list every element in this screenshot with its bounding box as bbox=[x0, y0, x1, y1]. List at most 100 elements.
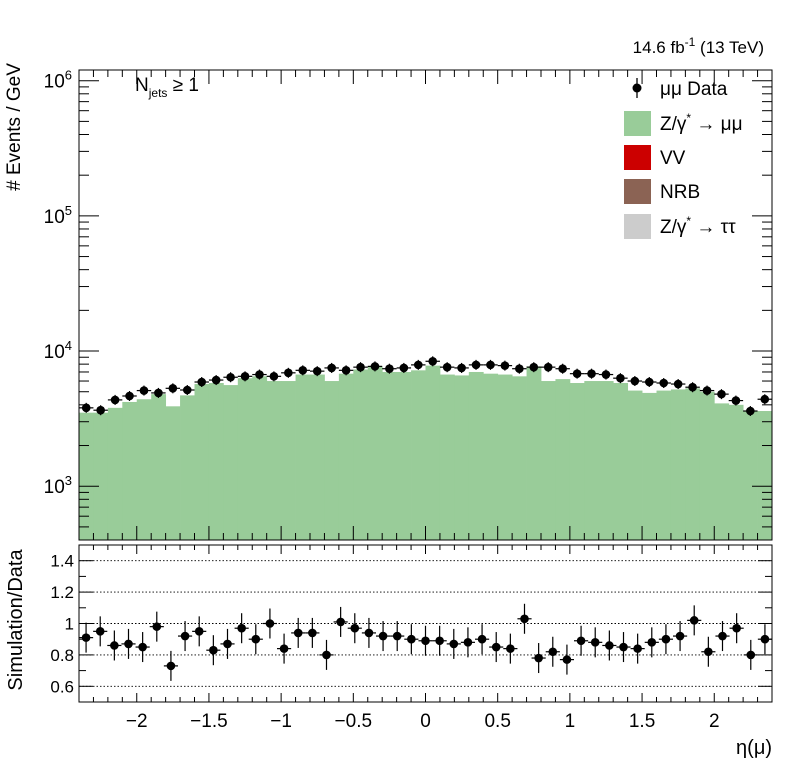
data-point-marker bbox=[587, 369, 596, 378]
data-point-marker bbox=[154, 388, 163, 398]
ratio-point bbox=[531, 643, 546, 674]
ratio-point-marker bbox=[166, 661, 176, 671]
ratio-y-axis-title: Simulation/Data bbox=[5, 549, 27, 691]
ratio-point bbox=[206, 635, 221, 666]
legend-data-marker bbox=[632, 83, 642, 93]
ratio-point bbox=[616, 632, 631, 663]
data-point bbox=[425, 356, 440, 367]
ratio-point bbox=[135, 632, 150, 663]
ratio-point-marker bbox=[194, 627, 204, 636]
data-point bbox=[151, 387, 166, 398]
zmumu-bar bbox=[281, 381, 296, 540]
data-point bbox=[353, 362, 368, 373]
ratio-point-marker bbox=[633, 644, 642, 653]
x-tick-label: −1 bbox=[270, 711, 292, 732]
data-point-marker bbox=[139, 386, 149, 395]
data-point bbox=[598, 369, 614, 380]
ratio-point-marker bbox=[138, 642, 147, 652]
zmumu-bar bbox=[194, 384, 210, 540]
ratio-point-marker bbox=[265, 619, 275, 628]
ratio-y-tick-label: 0.8 bbox=[50, 646, 74, 665]
ratio-point bbox=[93, 616, 108, 647]
zmumu-bar bbox=[714, 403, 730, 540]
zmumu-bar bbox=[743, 411, 758, 540]
ratio-point bbox=[262, 608, 277, 639]
ratio-point-marker bbox=[477, 634, 487, 644]
ratio-point bbox=[418, 625, 433, 656]
zmumu-bar bbox=[685, 388, 701, 540]
zmumu-bar bbox=[208, 383, 224, 540]
ratio-point bbox=[559, 644, 574, 675]
legend: μμ Data Z/γ* → μμ VV NRB Z/γ* → ττ bbox=[624, 78, 743, 239]
data-point-marker bbox=[226, 372, 235, 382]
top-panel-histograms bbox=[79, 365, 773, 540]
zmumu-bar bbox=[180, 395, 195, 540]
data-point-marker bbox=[428, 356, 438, 366]
data-point bbox=[613, 373, 628, 384]
ratio-point-marker bbox=[435, 636, 444, 646]
ratio-point bbox=[503, 633, 518, 664]
zmumu-bar bbox=[670, 389, 686, 540]
x-tick-labels: −2 −1.5 −1 −0.5 0 0.5 1 1.5 2 bbox=[126, 711, 720, 732]
zmumu-bar bbox=[79, 412, 94, 540]
data-point bbox=[194, 377, 209, 388]
data-point-marker bbox=[211, 375, 221, 385]
data-point-marker bbox=[717, 389, 726, 399]
zmumu-bar bbox=[165, 406, 181, 540]
zmumu-bar bbox=[468, 371, 484, 540]
top-y-tick-label: 103 bbox=[44, 473, 72, 498]
zmumu-bar bbox=[382, 371, 398, 540]
ratio-point-marker bbox=[491, 642, 501, 652]
ratio-point bbox=[630, 633, 645, 664]
zmumu-bar bbox=[541, 381, 556, 540]
ratio-point-marker bbox=[449, 639, 459, 649]
data-point bbox=[685, 382, 700, 393]
ratio-point bbox=[319, 639, 334, 670]
top-y-tick-label: 105 bbox=[44, 203, 72, 228]
data-point bbox=[367, 361, 383, 372]
zmumu-bar bbox=[223, 385, 239, 540]
ratio-panel-data-points bbox=[79, 603, 772, 681]
ratio-point bbox=[475, 624, 490, 655]
data-point bbox=[728, 395, 744, 406]
zmumu-bar bbox=[237, 378, 253, 540]
data-point-marker bbox=[255, 370, 264, 379]
data-point bbox=[526, 362, 541, 373]
ratio-point-marker bbox=[506, 644, 515, 653]
ratio-point-marker bbox=[704, 647, 713, 657]
ratio-point bbox=[149, 611, 164, 642]
ratio-point bbox=[460, 627, 475, 658]
ratio-point-marker bbox=[152, 622, 162, 631]
zmumu-bar bbox=[122, 401, 138, 540]
data-point bbox=[757, 394, 772, 405]
ratio-point bbox=[757, 624, 772, 655]
legend-label-data: μμ Data bbox=[660, 79, 728, 100]
zmumu-bar bbox=[613, 383, 629, 540]
x-tick-label: 2 bbox=[709, 711, 720, 732]
data-point-marker bbox=[515, 364, 524, 374]
top-y-tick-labels: 103 104 105 106 bbox=[44, 68, 72, 499]
data-point bbox=[512, 363, 527, 374]
ratio-point bbox=[715, 621, 730, 652]
legend-swatch-zmumu bbox=[624, 111, 651, 136]
ratio-point-marker bbox=[661, 634, 671, 644]
ratio-point-marker bbox=[251, 634, 261, 644]
data-point-marker bbox=[731, 396, 741, 405]
zmumu-bar bbox=[425, 365, 441, 540]
ratio-point-marker bbox=[647, 638, 657, 647]
zmumu-bar bbox=[656, 390, 672, 540]
ratio-point-marker bbox=[378, 631, 388, 641]
ratio-point-marker bbox=[293, 628, 303, 638]
data-point-marker bbox=[81, 403, 91, 413]
ratio-point-marker bbox=[421, 636, 430, 646]
data-point-marker bbox=[760, 394, 770, 404]
data-point bbox=[541, 362, 556, 373]
ratio-point-marker bbox=[619, 642, 628, 652]
ratio-point bbox=[432, 625, 447, 656]
data-point bbox=[743, 406, 758, 417]
zmumu-bar bbox=[584, 381, 600, 540]
top-y-axis-title: # Events / GeV bbox=[4, 63, 25, 191]
zmumu-bar bbox=[598, 381, 614, 540]
